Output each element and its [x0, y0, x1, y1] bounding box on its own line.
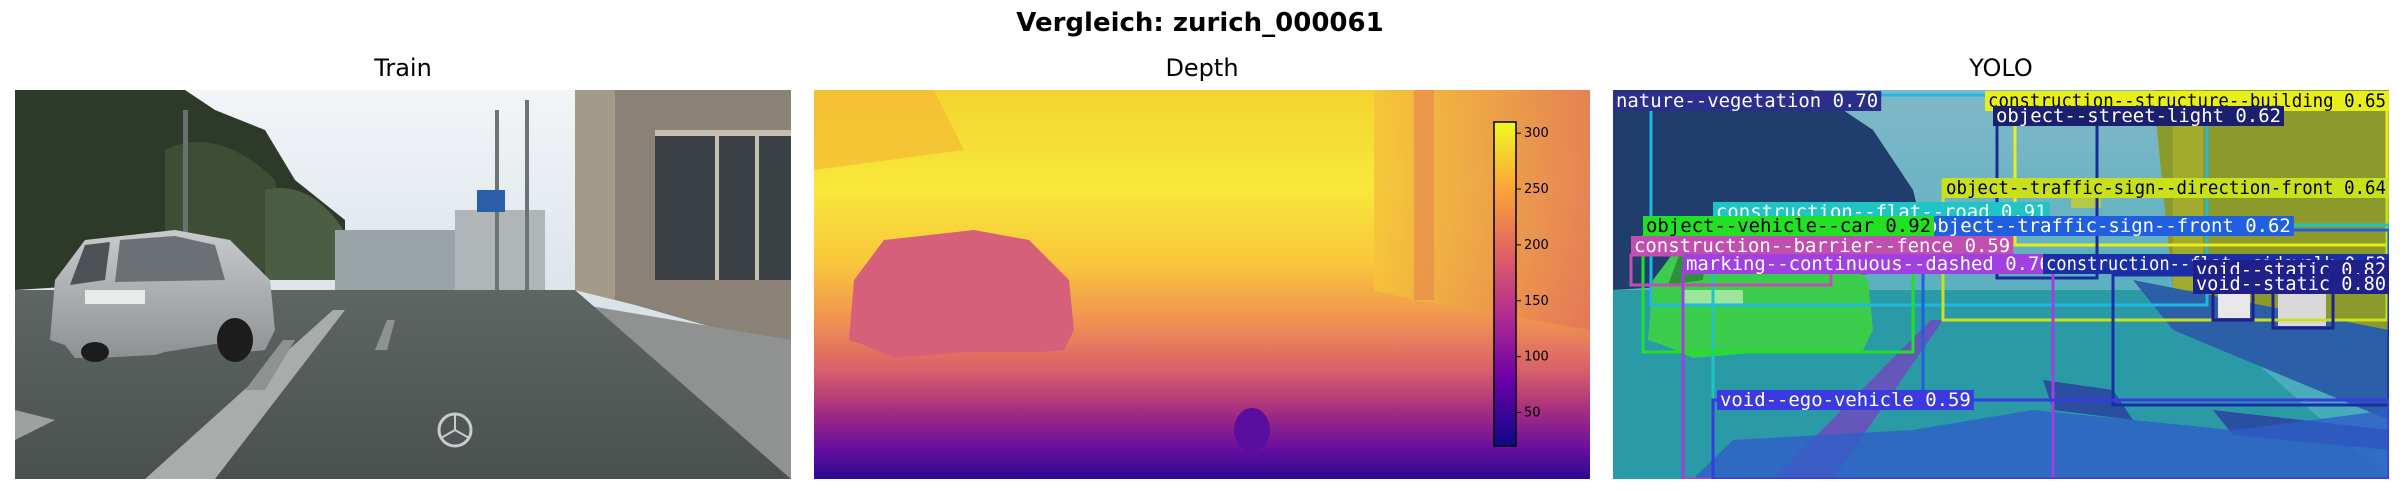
colorbar-tick-label: 200 — [1524, 238, 1549, 253]
detection-label: marking--continuous--dashed 0.76 — [1683, 253, 2054, 275]
detection-label: object--street-light 0.62 — [1993, 105, 2284, 127]
detection-label-text: nature--vegetation 0.70 — [1616, 90, 1878, 112]
depth-panel-title: Depth — [1165, 54, 1239, 82]
depth-colorbar: 300 250 200 150 100 50 — [1493, 121, 1549, 447]
colorbar-tick-label: 50 — [1524, 405, 1541, 420]
detection-label-text: void--static 0.80 — [2196, 273, 2386, 295]
train-image — [15, 90, 791, 479]
detection-label-text: void--ego-vehicle 0.59 — [1720, 389, 1971, 411]
detection-label-bg — [1683, 254, 2054, 274]
detection-label-text: object--street-light 0.62 — [1996, 105, 2281, 127]
colorbar-tick-label: 300 — [1524, 126, 1549, 141]
detection-label: void--static 0.80 — [2193, 273, 2389, 295]
detection-label-text: object--traffic-sign--front 0.62 — [1926, 215, 2291, 237]
detection-label-text: object--vehicle--car 0.92 — [1646, 215, 1931, 237]
detection-label: object--vehicle--car 0.92 — [1643, 215, 1934, 237]
detection-label: object--traffic-sign--direction-front 0.… — [1943, 177, 2389, 199]
colorbar-tick-label: 250 — [1524, 182, 1549, 197]
detection-label-bg — [1923, 216, 2294, 236]
detection-label: object--traffic-sign--front 0.62 — [1923, 215, 2294, 237]
figure-title: Vergleich: zurich_000061 — [1016, 8, 1384, 38]
detection-label-bg — [1717, 390, 1974, 410]
colorbar-tick-label: 100 — [1524, 350, 1549, 365]
detection-label-bg — [2193, 274, 2389, 294]
detection-label-bg — [1613, 91, 1882, 111]
detection-label-bg — [1643, 216, 1934, 236]
detection-label-text: object--traffic-sign--direction-front 0.… — [1946, 177, 2386, 199]
detection-label-text: construction--barrier--fence 0.59 — [1634, 235, 2010, 257]
detection-label-bg — [1993, 106, 2284, 126]
yolo-image: nature--vegetation 0.70 construction--str… — [1613, 90, 2389, 479]
detection-label-text: marking--continuous--dashed 0.76 — [1686, 253, 2051, 275]
colorbar-tick-label: 150 — [1524, 294, 1549, 309]
yolo-panel-title: YOLO — [1969, 54, 2033, 82]
depth-image: 300 250 200 150 100 50 — [814, 90, 1590, 479]
detection-label-bg — [1631, 236, 2014, 256]
detection-label: construction--barrier--fence 0.59 — [1631, 235, 2014, 257]
detection-label: nature--vegetation 0.70 — [1613, 90, 1882, 112]
detection-label-bg — [1943, 178, 2389, 198]
detection-label: void--ego-vehicle 0.59 — [1717, 389, 1974, 411]
train-panel-title: Train — [374, 54, 432, 82]
